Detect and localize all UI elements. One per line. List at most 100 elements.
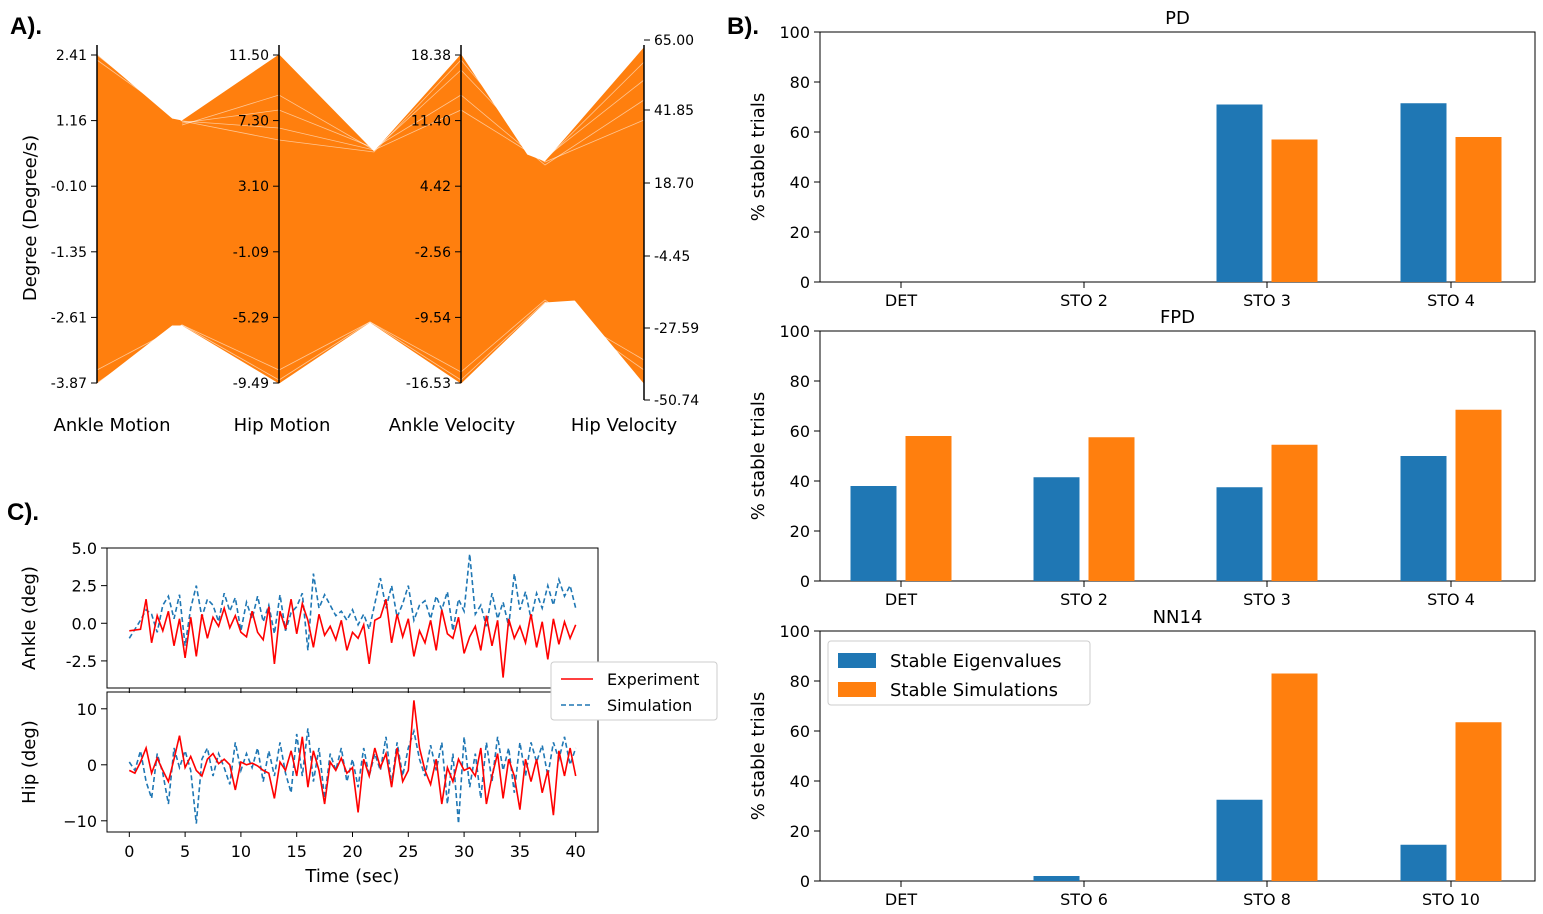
axis-tick-label: 7.30	[238, 114, 269, 130]
y-tick-label: 40	[790, 472, 810, 491]
bar-chart-nn14: 0 20 40 60 80 100 NN14 % stable trials DET STO 6 S…	[748, 607, 1536, 909]
axis-tick-label: 41.85	[654, 103, 694, 119]
simulation-line	[128, 728, 577, 824]
y-axis-label: % stable trials	[748, 392, 769, 520]
y-tick-label: 0	[800, 273, 810, 292]
plot-frame	[106, 547, 599, 689]
axis-tick-label: -16.53	[406, 376, 451, 392]
line-bundle-fill	[96, 46, 645, 385]
hip-time-series-chart: 10 0 −10 Hip (deg) 0 5 10 15 20 25 30 35 40 Time (sec…	[19, 691, 599, 887]
bar-stable-simulations	[1088, 437, 1135, 581]
x-tick-label: 15	[287, 842, 307, 861]
bar-chart-fpd: 0 20 40 60 80 100 FPD % stable trials DET STO 2 ST…	[748, 307, 1536, 609]
y-tick-label: 60	[790, 422, 810, 441]
time-series-legend: Experiment Simulation	[550, 661, 718, 721]
axis-tick-label: -2.61	[51, 310, 87, 326]
y-tick-label: 80	[790, 672, 810, 691]
axis-tick-label: 1.16	[56, 114, 87, 130]
plot-frame	[819, 31, 1536, 283]
x-tick-label: STO 8	[1243, 890, 1291, 909]
plot-frame	[819, 630, 1536, 882]
chart-title: FPD	[1160, 307, 1195, 328]
experiment-line	[128, 700, 577, 816]
parallel-axes: 2.41 1.16 -0.10 -1.35 -2.61 -3.87 Ankle Motion…	[51, 33, 699, 436]
bar-stable-simulations	[1271, 444, 1318, 581]
panel-label-a: A).	[10, 13, 42, 40]
y-tick-label: 60	[790, 123, 810, 142]
bar-stable-eigenvalues	[1216, 104, 1263, 282]
x-tick-label: STO 2	[1060, 590, 1108, 609]
y-tick-label: 40	[790, 173, 810, 192]
parallel-coordinates-chart: 2.41 1.16 -0.10 -1.35 -2.61 -3.87 Ankle Motion…	[20, 33, 699, 436]
y-tick-label: 100	[779, 622, 810, 641]
axis-tick-label: -50.74	[654, 393, 699, 409]
axis-tick-label: -9.49	[233, 376, 269, 392]
plot-frame	[819, 330, 1536, 582]
x-tick-label: STO 4	[1427, 291, 1475, 310]
y-tick-label: 60	[790, 722, 810, 741]
legend-label: Simulation	[607, 696, 692, 715]
panel-label-c: C).	[7, 499, 39, 526]
axis-tick-label: 18.38	[411, 48, 451, 64]
bar-stable-simulations	[1455, 137, 1502, 282]
axis-tick-label: 11.50	[229, 48, 269, 64]
axis-tick-label: 4.42	[420, 179, 451, 195]
y-axis-label: % stable trials	[748, 93, 769, 221]
axis-tick-label: 2.41	[56, 48, 87, 64]
y-tick-label: 20	[790, 522, 810, 541]
bar-stable-eigenvalues	[1033, 477, 1080, 581]
axis-tick-label: 3.10	[238, 179, 269, 195]
x-axis-label: Time (sec)	[304, 866, 399, 887]
y-tick-label: 0	[800, 872, 810, 891]
y-tick-label: 80	[790, 372, 810, 391]
axis-name-label: Hip Velocity	[571, 415, 678, 436]
chart-title: NN14	[1153, 607, 1203, 628]
x-tick-label: 10	[231, 842, 251, 861]
y-axis-label: Ankle (deg)	[19, 566, 40, 670]
x-tick-label: DET	[885, 590, 917, 609]
trace-line-4	[181, 94, 645, 166]
y-tick-label: 0	[87, 756, 97, 775]
bar-chart-pd: 0 20 40 60 80 100 PD % stable trials DET STO 2 STO…	[748, 8, 1536, 310]
y-tick-label: 0.0	[72, 614, 97, 633]
chart-title: PD	[1165, 8, 1190, 29]
axis-tick-label: 11.40	[411, 114, 451, 130]
bar-stable-eigenvalues	[1400, 456, 1447, 581]
y-tick-label: -2.5	[66, 652, 97, 671]
x-tick-label: 20	[342, 842, 362, 861]
y-tick-label: 20	[790, 223, 810, 242]
legend-swatch	[838, 653, 876, 668]
bar-stable-eigenvalues	[1033, 876, 1080, 881]
legend-label: Stable Simulations	[890, 680, 1058, 701]
x-tick-label: 35	[510, 842, 530, 861]
bar-stable-simulations	[1271, 673, 1318, 881]
axis-tick-label: -27.59	[654, 321, 699, 337]
y-tick-label: 100	[779, 322, 810, 341]
x-tick-label: 25	[398, 842, 418, 861]
trace-line-3	[96, 301, 645, 381]
x-tick-label: STO 4	[1427, 590, 1475, 609]
axis-tick-label: -1.35	[51, 245, 87, 261]
x-tick-label: 0	[124, 842, 134, 861]
legend-box	[550, 661, 718, 721]
axis-name-label: Ankle Velocity	[389, 415, 516, 436]
bar-stable-eigenvalues	[1216, 799, 1263, 881]
y-tick-label: 20	[790, 822, 810, 841]
y-tick-label: 40	[790, 772, 810, 791]
x-tick-label: 30	[454, 842, 474, 861]
y-tick-label: 0	[800, 572, 810, 591]
y-tick-label: −10	[63, 812, 97, 831]
axis-tick-label: -2.56	[415, 245, 451, 261]
parallel-lines	[96, 46, 645, 385]
x-tick-label: DET	[885, 291, 917, 310]
y-axis-label: Hip (deg)	[19, 720, 40, 804]
y-tick-label: 2.5	[72, 577, 97, 596]
ankle-time-series-chart: 5.0 2.5 0.0 -2.5 Ankle (deg)	[19, 539, 599, 693]
bar-stable-eigenvalues	[1216, 487, 1263, 581]
axis-tick-label: -3.87	[51, 376, 87, 392]
legend-box	[827, 640, 1091, 706]
x-tick-label: STO 3	[1243, 590, 1291, 609]
x-tick-label: STO 10	[1422, 890, 1480, 909]
axis-tick-label: 18.70	[654, 176, 694, 192]
